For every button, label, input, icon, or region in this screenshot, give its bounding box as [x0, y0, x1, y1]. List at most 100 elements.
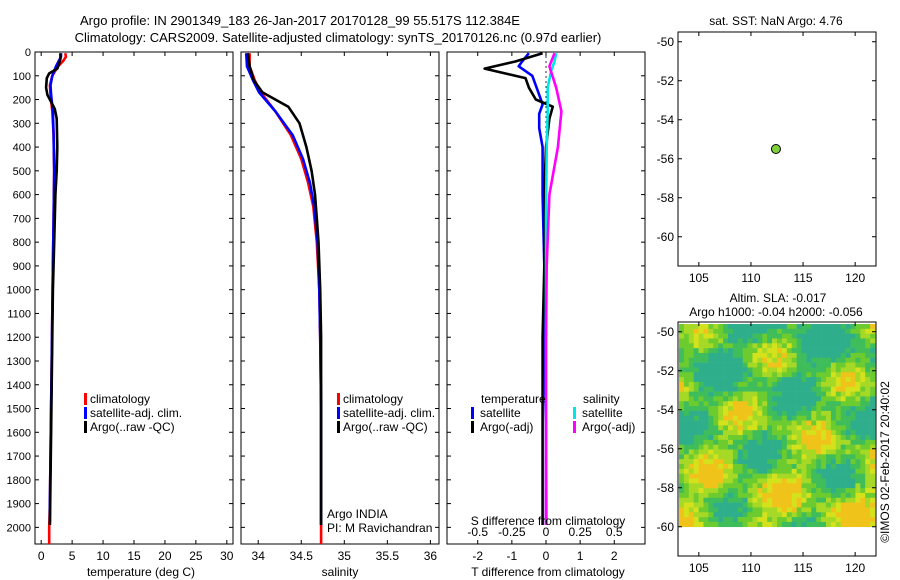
- sla-cell: [860, 449, 866, 455]
- sla-cell: [791, 415, 797, 421]
- sla-cell: [850, 444, 856, 450]
- sla-cell: [850, 386, 856, 392]
- sla-cell: [713, 386, 719, 392]
- sla-cell: [821, 357, 827, 363]
- sla-cell: [732, 463, 739, 470]
- sla-cell: [698, 425, 704, 431]
- sla-cell: [840, 483, 846, 489]
- sla-cell: [816, 377, 822, 383]
- sla-cell: [767, 507, 773, 513]
- sla-cell: [865, 333, 871, 339]
- sla-cell: [718, 454, 724, 460]
- sla-cell: [821, 386, 827, 392]
- sla-cell: [742, 415, 748, 421]
- sla-cell: [835, 396, 841, 402]
- sla-cell: [796, 328, 802, 334]
- sla-cell: [781, 463, 788, 470]
- m1-lat-tick-label: -56: [657, 152, 675, 166]
- sla-cell: [840, 372, 846, 378]
- sla-cell: [850, 507, 856, 513]
- sla-cell: [732, 401, 739, 407]
- sla-cell: [683, 401, 690, 407]
- sla-cell: [777, 483, 783, 489]
- sla-cell: [806, 357, 812, 363]
- sla-cell: [830, 517, 837, 523]
- sla-cell: [870, 324, 876, 330]
- sla-cell: [757, 468, 763, 474]
- sla-cell: [801, 521, 807, 528]
- sla-cell: [865, 420, 871, 426]
- m1-lat-tick-label: -58: [657, 191, 675, 205]
- sla-cell: [772, 463, 778, 470]
- sla-cell: [752, 420, 758, 426]
- sla-cell: [791, 333, 797, 339]
- sla-cell: [826, 386, 832, 392]
- sla-cell: [870, 348, 876, 354]
- sla-cell: [752, 473, 758, 479]
- sla-cell: [708, 439, 714, 445]
- sla-cell: [816, 348, 822, 354]
- sla-cell: [840, 454, 846, 460]
- sla-cell: [840, 377, 846, 383]
- sla-cell: [850, 435, 856, 441]
- sla-cell: [826, 352, 832, 359]
- sla-cell: [821, 449, 827, 455]
- sla-cell: [801, 492, 807, 499]
- sla-cell: [830, 521, 837, 528]
- sla-cell: [830, 362, 837, 368]
- sla-cell: [757, 357, 763, 363]
- sla-cell: [801, 362, 807, 368]
- sla-cell: [850, 352, 856, 359]
- sla-cell: [870, 473, 876, 479]
- sla-cell: [698, 406, 704, 412]
- sla-cell: [693, 497, 699, 503]
- sla-cell: [693, 502, 699, 508]
- sla-cell: [830, 463, 837, 470]
- sla-cell: [786, 497, 792, 503]
- sla-cell: [683, 478, 690, 484]
- sla-cell: [821, 478, 827, 484]
- sla-cell: [786, 348, 792, 354]
- sla-cell: [679, 463, 685, 470]
- sla-cell: [830, 381, 837, 388]
- sla-cell: [855, 449, 861, 455]
- sla-cell: [737, 420, 743, 426]
- sla-cell: [806, 507, 812, 513]
- sla-cell: [688, 420, 694, 426]
- sla-cell: [747, 483, 753, 489]
- sla-cell: [679, 415, 685, 421]
- sla-cell: [826, 401, 832, 407]
- sla-cell: [698, 454, 704, 460]
- sla-cell: [870, 454, 876, 460]
- sla-cell: [845, 357, 851, 363]
- sla-cell: [816, 497, 822, 503]
- sla-cell: [860, 468, 866, 474]
- sla-cell: [679, 454, 685, 460]
- sla-cell: [806, 372, 812, 378]
- sla-cell: [708, 488, 714, 494]
- sla-cell: [865, 357, 871, 363]
- sla-cell: [870, 435, 876, 441]
- sla-cell: [693, 415, 699, 421]
- sla-cell: [747, 386, 753, 392]
- sla-cell: [752, 352, 758, 359]
- sla-cell: [693, 328, 699, 334]
- sla-cell: [767, 459, 773, 465]
- sla-cell: [865, 473, 871, 479]
- sla-cell: [683, 454, 690, 460]
- difference-y-ticks: [447, 51, 645, 528]
- sla-cell: [801, 459, 807, 465]
- sla-cell: [747, 372, 753, 378]
- sla-cell: [742, 406, 748, 412]
- sla-cell: [821, 348, 827, 354]
- sla-cell: [791, 483, 797, 489]
- sla-cell: [777, 410, 783, 417]
- sla-cell: [747, 333, 753, 339]
- sla-cell: [830, 328, 837, 334]
- sla-cell: [723, 517, 729, 523]
- sla-cell: [683, 468, 690, 474]
- sla-cell: [796, 357, 802, 363]
- sla-cell: [786, 483, 792, 489]
- sla-cell: [840, 425, 846, 431]
- sla-cell: [786, 343, 792, 349]
